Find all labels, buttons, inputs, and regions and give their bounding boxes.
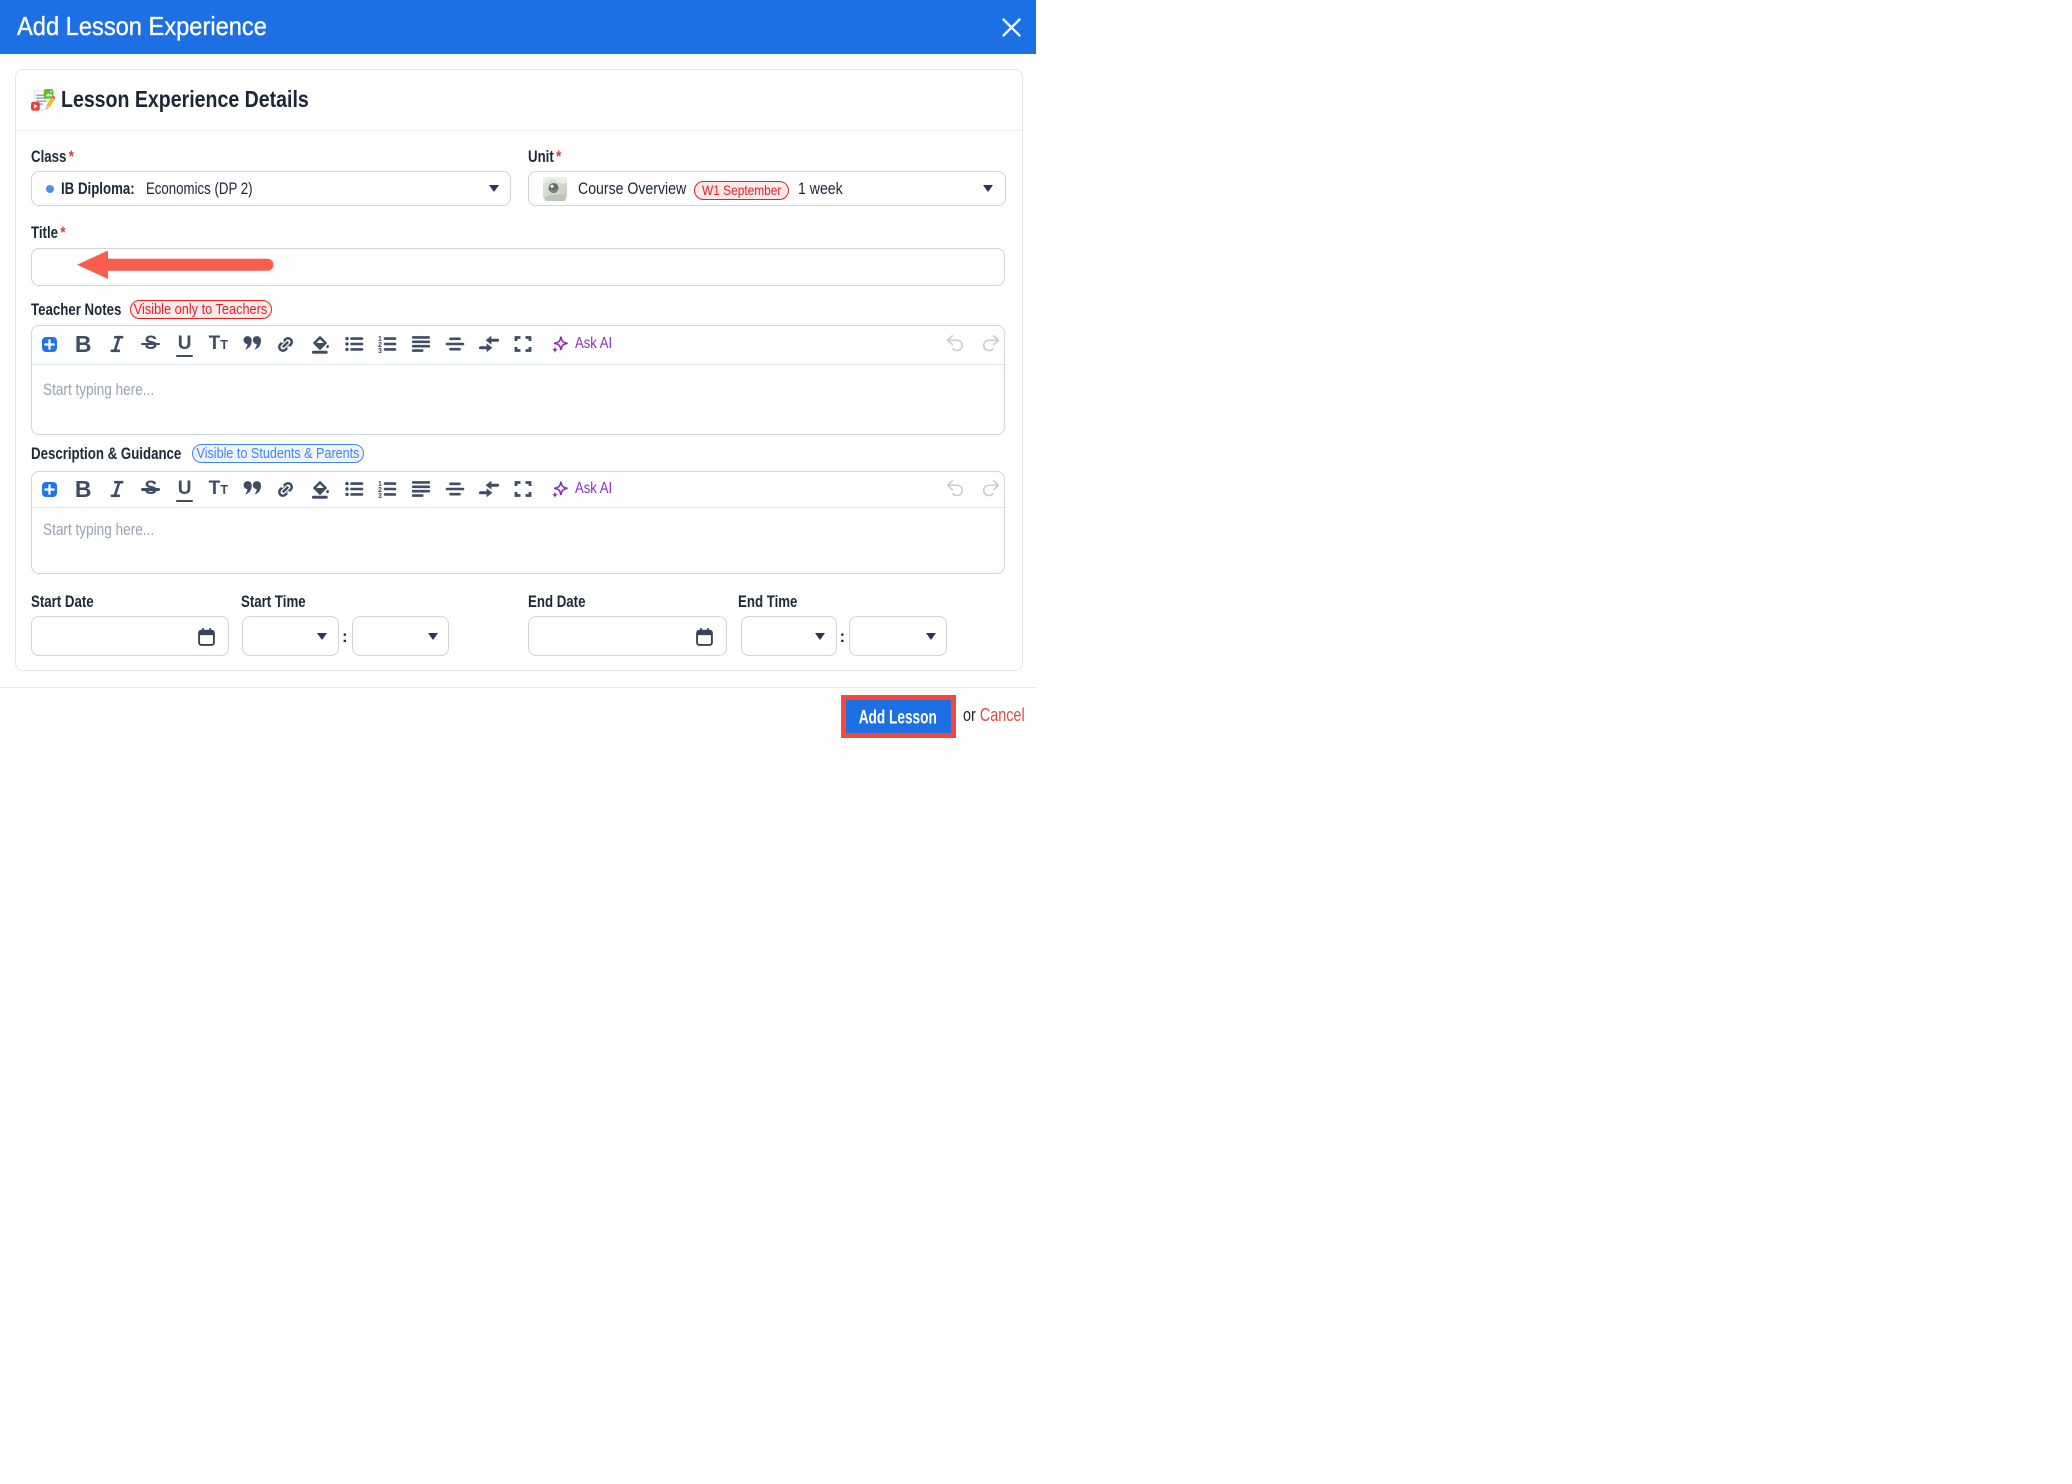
svg-text:3: 3 (378, 348, 382, 354)
svg-text:2: 2 (378, 487, 382, 494)
svg-text:2: 2 (378, 342, 382, 349)
svg-text:3: 3 (378, 493, 382, 499)
svg-text:1: 1 (378, 481, 382, 488)
svg-text:1: 1 (378, 336, 382, 343)
